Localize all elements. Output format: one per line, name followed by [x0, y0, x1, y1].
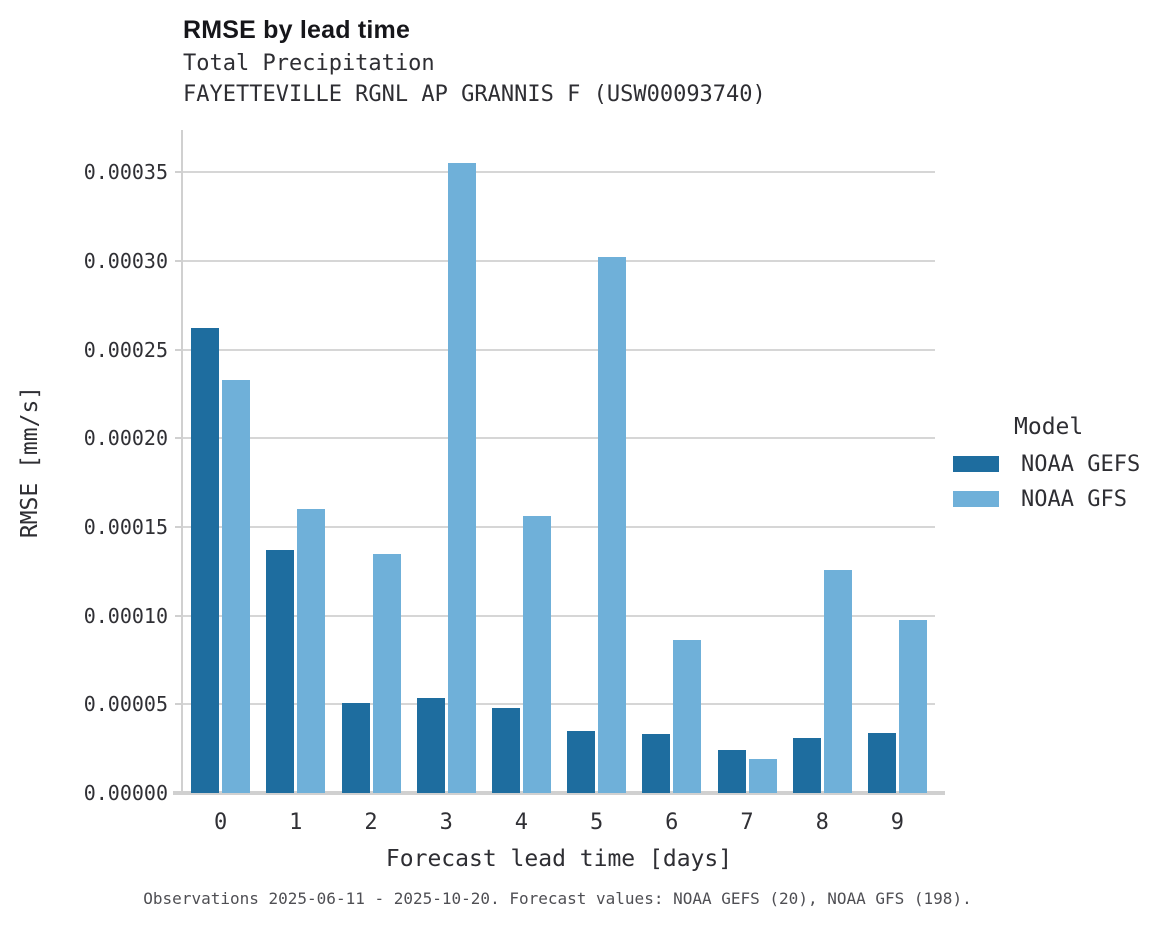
y-tick-label: 0.00000 [83, 781, 168, 805]
bar-noaa-gefs-day8 [792, 738, 821, 793]
y-axis-title: RMSE [mm/s] [17, 385, 43, 539]
legend-row: NOAA GEFS [953, 451, 1141, 477]
legend-title: Model [1014, 414, 1084, 440]
y-tick-mark [175, 703, 182, 706]
y-tick-label: 0.00030 [83, 248, 168, 273]
x-tick-label: 1 [289, 810, 303, 835]
y-tick-mark [175, 259, 182, 262]
gridline [183, 703, 935, 706]
bar-noaa-gefs-day6 [642, 734, 671, 793]
gridline [183, 614, 935, 617]
legend-item-label: NOAA GFS [1021, 486, 1127, 512]
x-tick-label: 8 [815, 810, 829, 835]
y-tick-mark [175, 348, 182, 351]
gridline [183, 437, 935, 440]
legend-swatch [953, 491, 999, 507]
bar-noaa-gfs-day9 [898, 620, 927, 793]
legend: Model NOAA GEFS NOAA GFS [953, 413, 1141, 512]
y-tick-label: 0.00015 [83, 514, 168, 539]
x-tick-label: 3 [439, 810, 453, 835]
y-tick-mark [175, 525, 182, 528]
legend-rows: NOAA GEFS NOAA GFS [953, 451, 1141, 512]
y-tick-label: 0.00020 [83, 426, 168, 451]
y-tick-label: 0.00005 [83, 692, 168, 717]
bar-noaa-gfs-day3 [447, 163, 476, 793]
x-axis-title: Forecast lead time [days] [385, 846, 733, 872]
legend-swatch [953, 456, 999, 472]
chart-subtitle-station: FAYETTEVILLE RGNL AP GRANNIS F (USW00093… [183, 82, 766, 107]
y-axis-spine [181, 130, 183, 794]
y-tick-label: 0.00025 [83, 337, 168, 362]
y-tick-mark [175, 437, 182, 440]
plot-area [183, 130, 935, 793]
gridline [183, 259, 935, 262]
gridline [183, 171, 935, 174]
y-tick-label: 0.00035 [83, 160, 168, 185]
x-tick-label: 0 [213, 810, 228, 835]
bar-noaa-gfs-day1 [297, 509, 326, 793]
bar-noaa-gefs-day5 [567, 730, 596, 793]
y-tick-mark [175, 614, 182, 617]
bar-noaa-gfs-day2 [372, 553, 401, 793]
legend-item-label: NOAA GEFS [1021, 451, 1141, 477]
chart-subtitle-variable: Total Precipitation [183, 51, 435, 76]
bar-noaa-gefs-day2 [341, 703, 370, 793]
gridline [183, 525, 935, 528]
y-tick-mark [175, 171, 182, 174]
y-tick-mark [175, 792, 182, 794]
bar-noaa-gefs-day0 [191, 328, 220, 793]
x-axis-baseline [173, 791, 945, 795]
bar-noaa-gefs-day1 [266, 550, 295, 793]
bar-noaa-gfs-day5 [598, 257, 627, 793]
x-tick-label: 5 [589, 810, 604, 835]
x-tick-label: 9 [890, 810, 905, 835]
footer-caption: Observations 2025-06-11 - 2025-10-20. Fo… [143, 889, 972, 908]
bar-noaa-gfs-day4 [522, 516, 551, 793]
chart-title: RMSE by lead time [183, 16, 411, 44]
bar-noaa-gefs-day3 [416, 698, 445, 793]
bar-noaa-gfs-day7 [748, 759, 777, 793]
y-tick-label: 0.00010 [83, 603, 168, 628]
bar-noaa-gefs-day7 [717, 750, 746, 793]
x-tick-label: 7 [740, 810, 754, 835]
bar-noaa-gfs-day0 [222, 379, 251, 793]
x-tick-label: 2 [364, 810, 378, 835]
bar-noaa-gfs-day6 [673, 640, 702, 793]
gridline [183, 348, 935, 351]
bar-noaa-gefs-day4 [491, 708, 520, 793]
bar-noaa-gfs-day8 [823, 569, 852, 793]
legend-row: NOAA GFS [953, 486, 1140, 512]
bar-noaa-gefs-day9 [867, 732, 896, 793]
x-tick-label: 6 [665, 810, 679, 835]
x-tick-label: 4 [514, 810, 529, 835]
